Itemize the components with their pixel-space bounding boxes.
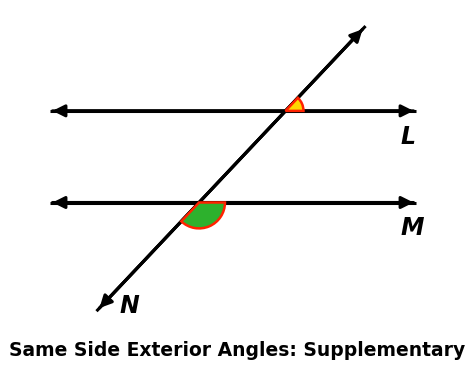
Wedge shape	[181, 202, 225, 228]
Text: M: M	[401, 216, 424, 240]
Text: Same Side Exterior Angles: Supplementary: Same Side Exterior Angles: Supplementary	[9, 341, 465, 360]
Text: L: L	[401, 125, 415, 149]
Wedge shape	[285, 98, 303, 111]
Text: N: N	[119, 294, 139, 318]
